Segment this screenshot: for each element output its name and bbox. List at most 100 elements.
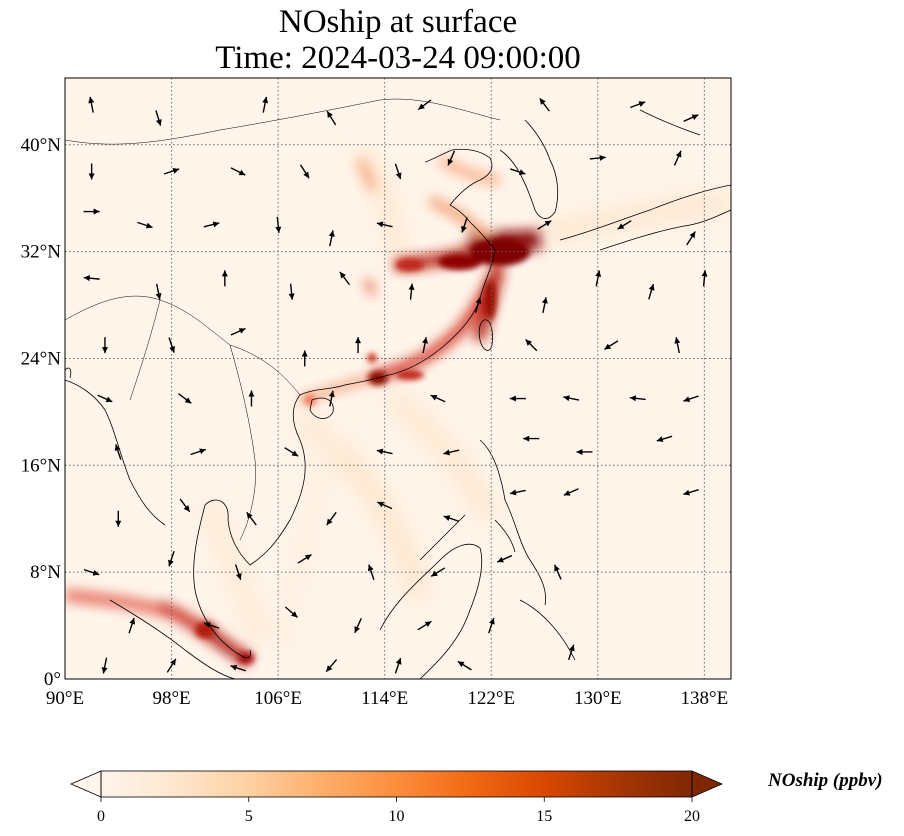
colorbar-tick-label: 5 xyxy=(245,808,253,825)
colorbar-tick-label: 15 xyxy=(536,808,552,825)
borneo-coastline xyxy=(379,543,483,679)
wind-arrow xyxy=(246,511,257,526)
wind-arrow xyxy=(179,498,191,513)
wind-arrow xyxy=(510,168,526,175)
lat-tick-label: 16°N xyxy=(21,455,62,476)
map-title: NOship at surface Time: 2024-03-24 09:00… xyxy=(0,4,796,76)
wind-arrow xyxy=(367,564,375,580)
wind-arrow xyxy=(230,664,246,672)
wind-arrow xyxy=(630,101,646,109)
korea-coastline xyxy=(499,119,559,219)
sulawesi-coastline xyxy=(519,599,576,661)
wind-arrow xyxy=(325,659,338,673)
wind-arrow xyxy=(83,208,100,215)
wind-arrow xyxy=(376,221,393,228)
wind-arrow xyxy=(168,550,175,567)
wind-arrow xyxy=(509,489,526,496)
wind-arrow xyxy=(629,395,646,402)
wind-arrow xyxy=(354,617,362,634)
lat-tick-label: 24°N xyxy=(21,348,62,369)
wind-arrow xyxy=(683,395,699,403)
colorbar-ticks: 0 5 10 15 20 xyxy=(97,797,700,825)
colorbar-extend-max xyxy=(691,770,724,798)
wind-arrow xyxy=(178,393,192,404)
wind-arrow xyxy=(701,270,708,287)
wind-arrow xyxy=(328,230,335,247)
wind-arrow xyxy=(376,448,393,455)
wind-arrow xyxy=(683,114,699,122)
wind-arrow xyxy=(417,620,432,631)
palawan-coastline xyxy=(419,514,466,561)
myanmar-coastline xyxy=(65,379,166,526)
wind-arrow xyxy=(656,435,673,443)
wind-arrow xyxy=(457,660,472,671)
title-line-2: Time: 2024-03-24 09:00:00 xyxy=(215,40,581,76)
malay-peninsula-coastline xyxy=(193,504,251,659)
wind-arrow xyxy=(328,390,335,407)
lat-tick-label: 8°N xyxy=(30,562,61,583)
colorbar-label: NOship (ppbv) xyxy=(768,770,883,791)
wind-arrow xyxy=(509,395,526,402)
wind-arrow xyxy=(115,510,122,527)
wind-arrow xyxy=(417,99,432,111)
wind-arrow xyxy=(496,554,513,563)
wind-arrow xyxy=(163,168,180,175)
wind-arrow xyxy=(284,606,298,618)
wind-arrow xyxy=(114,444,122,460)
map-background xyxy=(65,78,731,679)
wind-arrow xyxy=(537,220,552,230)
wind-arrow xyxy=(674,337,681,354)
wind-arrow xyxy=(190,448,207,456)
wind-arrow xyxy=(648,283,655,300)
wind-arrow xyxy=(563,395,580,402)
wind-arrow xyxy=(275,216,282,233)
country-border xyxy=(65,98,501,145)
wind-arrow xyxy=(563,488,579,496)
wind-arrow xyxy=(88,163,95,180)
wind-arrow xyxy=(326,511,337,526)
wind-arrow xyxy=(603,340,619,350)
wind-arrow xyxy=(430,394,446,403)
wind-arrow xyxy=(288,283,295,300)
wind-arrow xyxy=(339,271,351,286)
wind-arrow xyxy=(326,110,337,126)
wind-arrow xyxy=(488,617,495,634)
wind-arrow xyxy=(443,449,460,456)
colorbar-tick-label: 0 xyxy=(97,808,105,825)
wind-arrow xyxy=(422,337,428,354)
wind-arrow xyxy=(683,489,699,496)
wind-arrow xyxy=(262,96,269,113)
wind-arrow xyxy=(443,515,460,522)
wind-arrow xyxy=(234,564,242,580)
colorbar-tick-label: 10 xyxy=(389,808,405,825)
wind-arrow xyxy=(83,275,100,282)
wind-arrow xyxy=(567,644,575,661)
axis-ticks: 90°E 98°E 106°E 114°E 122°E 130°E 138°E 0° 8°N 16… xyxy=(21,135,729,709)
wind-arrow xyxy=(589,154,606,161)
japan-coastline xyxy=(559,109,731,251)
wind-arrow xyxy=(474,297,482,313)
wind-arrow xyxy=(525,338,538,352)
wind-arrow xyxy=(301,350,308,367)
wind-arrow xyxy=(230,167,246,176)
wind-arrow xyxy=(430,567,446,577)
wind-arrow xyxy=(128,617,136,634)
wind-arrow xyxy=(137,221,153,229)
lon-tick-label: 130°E xyxy=(574,688,622,709)
wind-arrow xyxy=(230,327,246,336)
wind-arrow xyxy=(673,150,682,166)
wind-arrow xyxy=(461,217,468,233)
wind-arrow xyxy=(248,390,255,407)
wind-arrow xyxy=(595,270,602,287)
wind-arrow xyxy=(203,622,220,629)
bay-of-bengal-coastline xyxy=(65,367,72,379)
wind-arrow xyxy=(576,448,593,455)
hotspots xyxy=(195,238,530,664)
wind-arrow xyxy=(686,231,696,246)
wind-arrow xyxy=(539,97,550,112)
wind-arrow xyxy=(155,283,162,300)
lon-tick-label: 106°E xyxy=(254,688,302,709)
hainan-coastline xyxy=(309,397,334,419)
wind-arrow xyxy=(88,96,95,113)
